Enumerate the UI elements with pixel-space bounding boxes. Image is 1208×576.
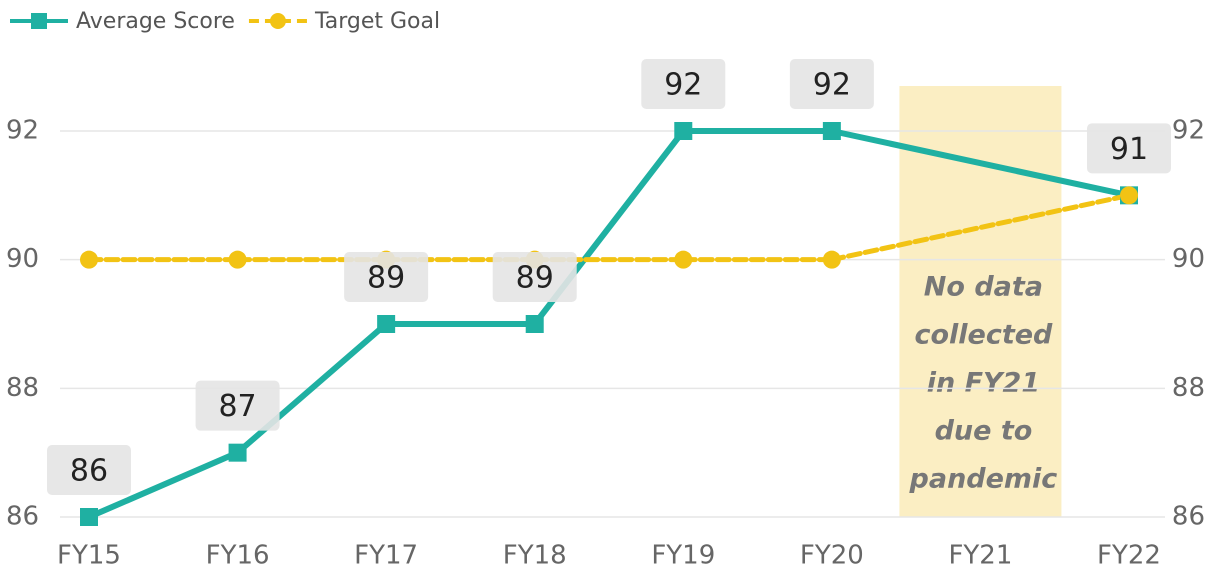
marker: [525, 315, 544, 333]
x-tick-label: FY20: [800, 541, 864, 571]
annotation: due to: [935, 416, 1033, 447]
marker: [1120, 186, 1138, 205]
line-segment: [828, 128, 1132, 199]
data-label-box: [789, 59, 874, 109]
y-tick-label: 92: [6, 116, 39, 146]
data-label: 91: [1110, 132, 1148, 167]
x-tick-label: FY22: [1097, 541, 1161, 571]
annotation: No data: [924, 272, 1043, 303]
y-tick-label: 86: [6, 502, 39, 532]
marker: [674, 122, 693, 140]
marker: [228, 443, 247, 462]
legend-label: Target Goal: [314, 9, 440, 34]
line-segment: [829, 192, 1132, 263]
data-label: 92: [664, 68, 702, 103]
data-label-box: [195, 380, 280, 431]
data-label: 92: [813, 68, 851, 103]
annotation: pandemic: [909, 464, 1058, 495]
marker: [228, 250, 247, 269]
marker: [80, 508, 98, 526]
no-data-band: [899, 86, 1062, 517]
x-tick-label: FY21: [948, 541, 1012, 571]
y2-tick-label: 88: [1172, 373, 1205, 403]
x-tick-label: FY19: [651, 541, 715, 571]
x-tick-label: FY16: [206, 541, 270, 571]
legend-label: Average Score: [76, 9, 235, 34]
x-tick-label: FY15: [57, 541, 121, 571]
data-label: 89: [367, 261, 405, 296]
y2-tick-label: 86: [1172, 502, 1205, 532]
data-label: 89: [516, 261, 554, 296]
marker: [674, 250, 693, 269]
data-label-box: [492, 252, 577, 302]
marker: [822, 250, 841, 269]
line-segment: [234, 321, 390, 456]
data-label-box: [344, 252, 429, 302]
marker: [822, 122, 841, 140]
data-label: 86: [70, 454, 108, 489]
data-label: 87: [218, 389, 256, 424]
y2-tick-label: 90: [1172, 244, 1205, 274]
line-segment: [86, 449, 241, 520]
data-label-box: [1087, 123, 1171, 174]
data-label-box: [641, 59, 726, 109]
legend-marker: [269, 13, 286, 29]
annotation: in FY21: [927, 368, 1040, 399]
y-tick-label: 88: [6, 373, 39, 403]
y-tick-label: 90: [6, 244, 39, 274]
legend-marker: [31, 13, 47, 29]
marker: [80, 250, 98, 269]
x-tick-label: FY17: [354, 541, 418, 571]
y2-tick-label: 92: [1172, 116, 1205, 146]
marker: [377, 315, 396, 333]
annotation: collected: [914, 320, 1053, 351]
x-tick-label: FY18: [503, 541, 567, 571]
data-label-box: [47, 445, 131, 495]
